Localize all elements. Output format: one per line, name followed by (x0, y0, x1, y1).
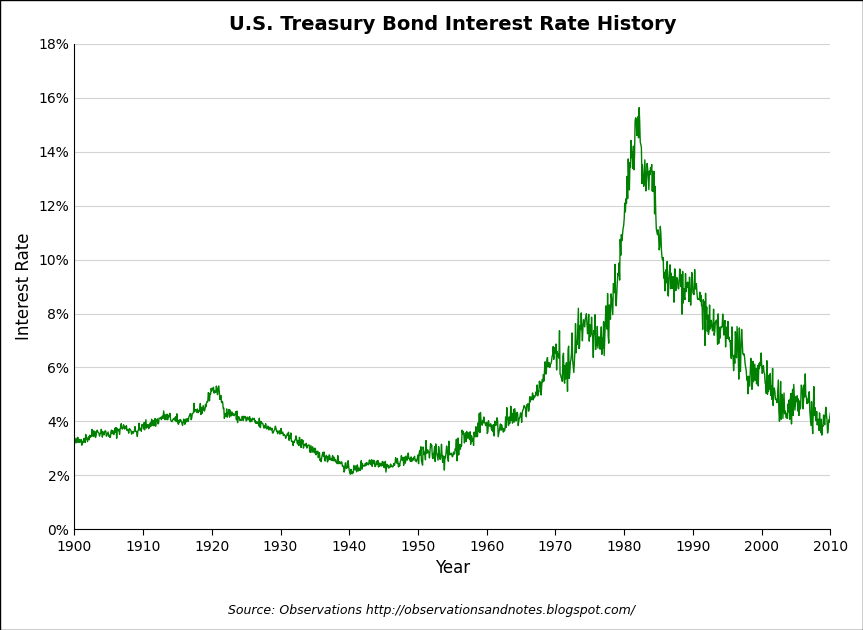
Title: U.S. Treasury Bond Interest Rate History: U.S. Treasury Bond Interest Rate History (229, 15, 676, 34)
Y-axis label: Interest Rate: Interest Rate (15, 233, 33, 340)
X-axis label: Year: Year (435, 559, 470, 577)
Text: Source: Observations http://observationsandnotes.blogspot.com/: Source: Observations http://observations… (228, 604, 635, 617)
